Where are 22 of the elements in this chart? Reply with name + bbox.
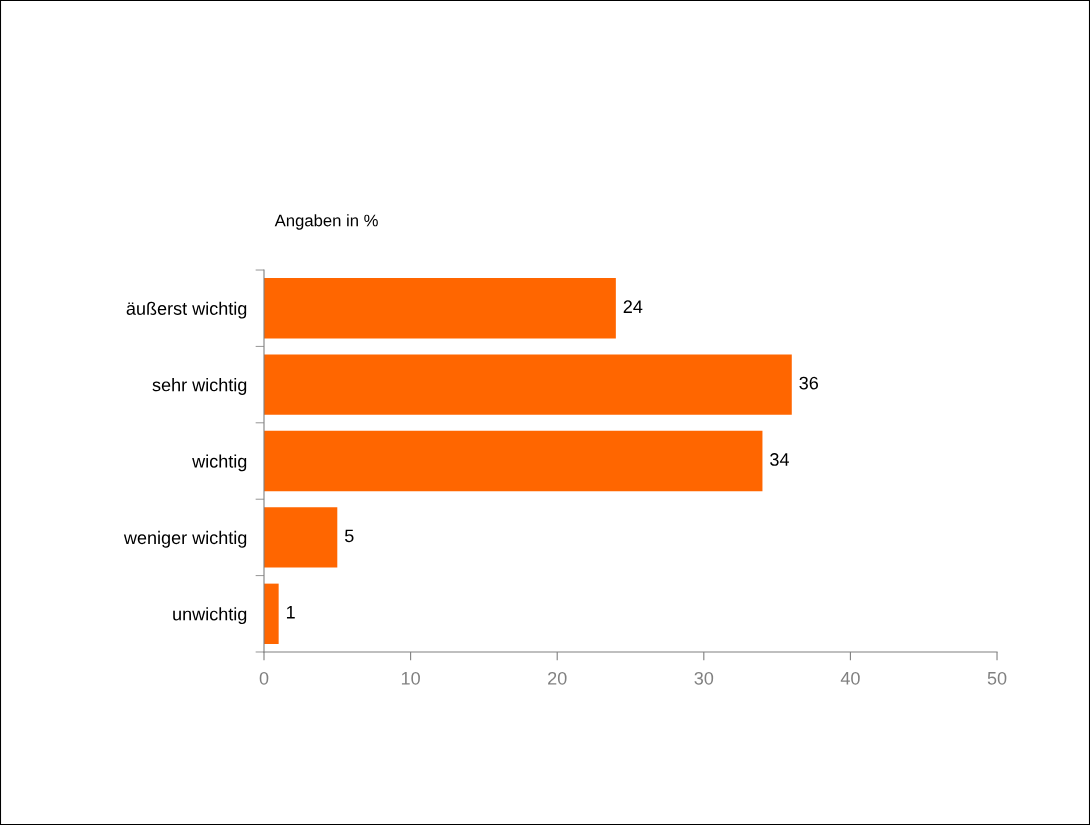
data-label: 24 bbox=[623, 300, 643, 313]
bar bbox=[264, 354, 792, 415]
x-tick-label: 30 bbox=[694, 671, 714, 685]
bar bbox=[264, 583, 279, 644]
data-label: 1 bbox=[286, 606, 295, 619]
data-label: 36 bbox=[799, 376, 819, 390]
bar bbox=[264, 278, 616, 339]
bar bbox=[264, 430, 763, 492]
x-tick-label: 40 bbox=[840, 671, 860, 685]
y-tick-label: sehr wichtig bbox=[152, 378, 247, 395]
x-tick-label: 20 bbox=[548, 671, 567, 685]
y-tick-label: wichtig bbox=[192, 454, 247, 472]
x-tick-label: 10 bbox=[401, 671, 420, 685]
y-tick-label: weniger wichtig bbox=[123, 530, 247, 548]
x-tick-label: 50 bbox=[987, 671, 1007, 685]
bar bbox=[264, 507, 338, 568]
data-label: 34 bbox=[770, 453, 789, 466]
x-tick-label: 0 bbox=[259, 671, 269, 685]
y-tick-label: äußerst wichtig bbox=[126, 301, 247, 319]
y-tick-label: unwichtig bbox=[173, 607, 247, 625]
data-label: 5 bbox=[344, 529, 354, 543]
chart-subtitle: Angaben in % bbox=[274, 214, 378, 230]
